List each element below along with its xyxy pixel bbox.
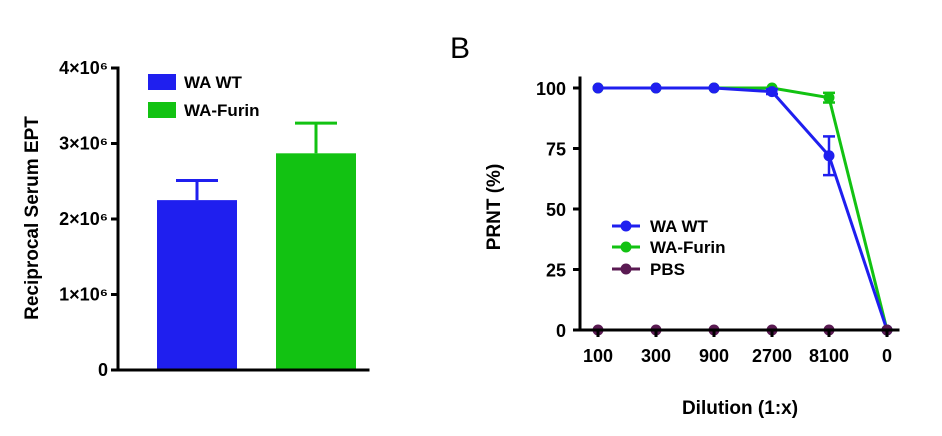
legend-marker-pbs [620, 263, 632, 275]
point-wa-wt [766, 86, 778, 98]
legend-label-wa-furin: WA-Furin [650, 238, 726, 257]
line-chart-marks [592, 82, 893, 336]
bar-wa-furin [276, 153, 356, 370]
bar-wa-wt [157, 200, 237, 370]
legend-swatch-wa-wt [148, 74, 176, 90]
bar-chart-marks [157, 121, 356, 370]
legend-label-wa-furin: WA-Furin [184, 101, 260, 120]
point-wa-wt [650, 82, 662, 94]
line-chart-y-ticks: 0 25 50 75 100 [536, 79, 580, 341]
legend-label-wa-wt: WA WT [184, 73, 243, 92]
y-tick-label: 100 [536, 79, 566, 99]
legend-marker-wa-furin [620, 241, 632, 253]
panel-a: 0 1×10⁶ 2×10⁶ 3×10⁶ 4×10⁶ Reciprocal Serum E… [22, 58, 370, 380]
line-chart-y-axis-label: PRNT (%) [484, 164, 505, 251]
line-chart-x-axis-label: Dilution (1:x) [682, 398, 798, 419]
y-tick-label: 0 [556, 321, 566, 341]
y-tick-label: 3×10⁶ [59, 134, 108, 154]
x-tick-label: 300 [641, 346, 671, 366]
point-wa-wt [592, 82, 604, 94]
y-tick-label: 0 [98, 360, 108, 380]
bar-chart-y-axis-label: Reciprocal Serum EPT [22, 116, 43, 320]
line-chart-axes [578, 76, 900, 332]
point-wa-wt [708, 82, 720, 94]
line-wa-wt [598, 86, 889, 331]
y-tick-label: 75 [546, 140, 566, 160]
panel-b: B 0 25 50 75 100 100 300 900 2700 8100 0 PRNT (%)… [450, 32, 900, 419]
y-tick-label: 4×10⁶ [59, 58, 108, 78]
series-wa-wt [592, 82, 893, 336]
y-tick-label: 2×10⁶ [59, 209, 108, 229]
line-chart-x-ticks: 100 300 900 2700 8100 0 [583, 330, 892, 366]
y-tick-label: 1×10⁶ [59, 285, 108, 305]
y-tick-label: 50 [546, 200, 566, 220]
legend-swatch-wa-furin [148, 102, 176, 118]
x-tick-label: 900 [699, 346, 729, 366]
line-chart-legend: WA WT WA-Furin PBS [612, 217, 726, 279]
y-tick-label: 25 [546, 261, 566, 281]
point-wa-furin [823, 92, 835, 104]
bar-chart-y-ticks: 0 1×10⁶ 2×10⁶ 3×10⁶ 4×10⁶ [59, 58, 118, 380]
legend-marker-wa-wt [620, 220, 632, 232]
panel-label-b: B [450, 32, 470, 65]
x-tick-label: 8100 [809, 346, 849, 366]
legend-label-pbs: PBS [650, 260, 685, 279]
point-wa-wt [823, 150, 835, 162]
x-tick-label: 0 [882, 346, 892, 366]
legend-label-wa-wt: WA WT [650, 217, 709, 236]
x-tick-label: 2700 [752, 346, 792, 366]
line-wa-furin [598, 86, 889, 331]
x-tick-label: 100 [583, 346, 613, 366]
bar-chart-legend: WA WT WA-Furin [148, 73, 260, 120]
